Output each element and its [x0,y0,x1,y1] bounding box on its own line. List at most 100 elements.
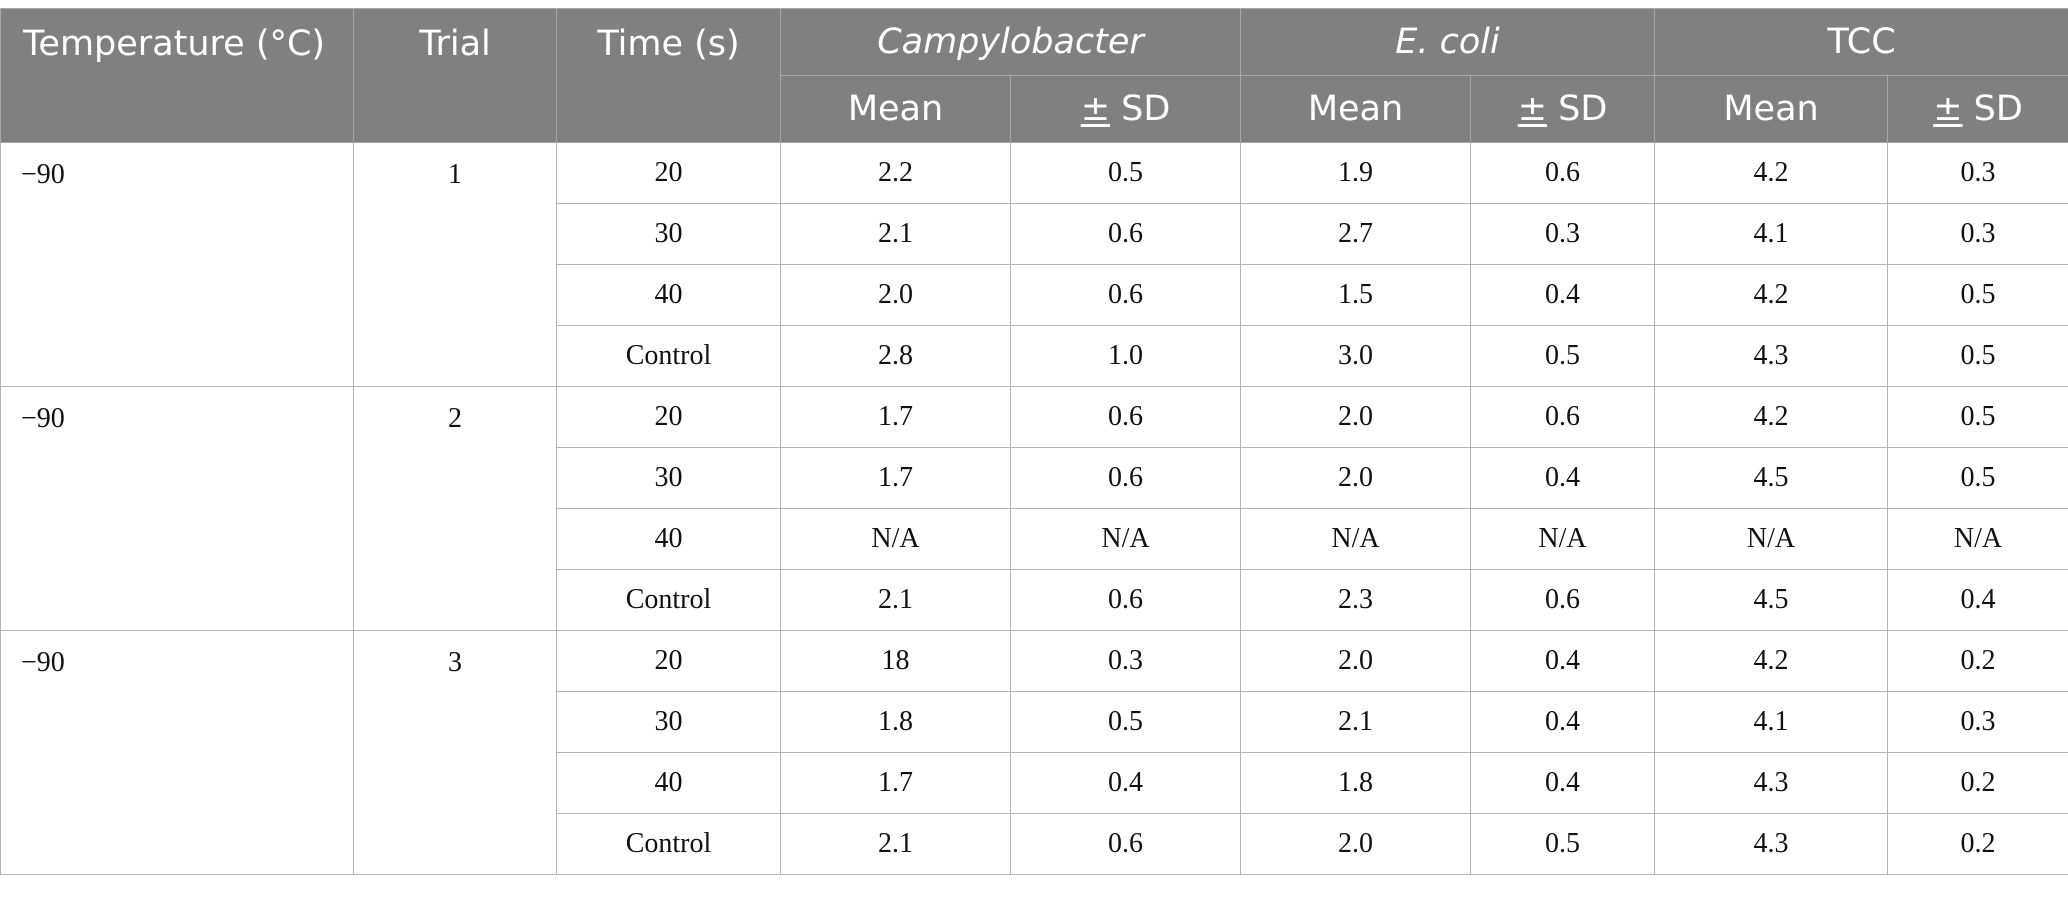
time-cell: 30 [556,691,781,753]
campylobacter-mean-cell: 1.8 [780,691,1011,753]
ecoli-mean-cell: 1.5 [1240,264,1472,326]
header-group-tcc: TCC [1654,8,2068,76]
table-header: Temperature (°C) Trial Time (s) Campylob… [0,8,2068,143]
table-row: 40 2.0 0.6 1.5 0.4 4.2 0.5 [1,264,2068,326]
ecoli-sd-cell: 0.5 [1470,813,1656,875]
header-tcc-mean: Mean [1654,75,1889,143]
ecoli-mean-cell: 2.0 [1240,447,1472,509]
tcc-sd-cell: 0.2 [1887,813,2068,875]
header-time: Time (s) [556,8,781,143]
header-group-campylobacter: Campylobacter [779,8,1242,76]
tcc-mean-cell: 4.3 [1654,813,1889,875]
plus-minus-symbol: ± [1517,89,1548,129]
tcc-sd-cell: N/A [1887,508,2068,570]
tcc-mean-cell: 4.3 [1654,752,1889,814]
header-trial: Trial [353,8,557,143]
campylobacter-mean-cell: 2.0 [780,264,1011,326]
plus-minus-symbol: ± [1933,89,1963,129]
tcc-sd-cell: 0.3 [1887,142,2068,204]
temperature-cell: −90 [0,142,354,387]
tcc-sd-cell: 0.2 [1887,752,2068,814]
table-row: 30 1.8 0.5 2.1 0.4 4.1 0.3 [1,691,2068,753]
time-cell: 30 [556,447,781,509]
campylobacter-sd-cell: 0.6 [1009,569,1242,631]
time-cell: 30 [556,203,781,265]
tcc-sd-cell: 0.5 [1887,386,2068,448]
tcc-sd-cell: 0.3 [1887,203,2068,265]
tcc-mean-cell: 4.2 [1654,386,1889,448]
ecoli-sd-cell: 0.6 [1470,142,1656,204]
tcc-sd-cell: 0.5 [1887,447,2068,509]
time-cell: Control [556,813,781,875]
time-cell: 20 [556,142,781,204]
tcc-mean-cell: 4.1 [1654,203,1889,265]
table-row: −90 3 20 18 0.3 2.0 0.4 4.2 0.2 [0,630,2068,875]
tcc-mean-cell: 4.5 [1654,569,1889,631]
header-temperature: Temperature (°C) [0,8,354,143]
table-row: 40 N/A N/A N/A N/A N/A N/A [1,508,2068,570]
table-row: Control 2.1 0.6 2.3 0.6 4.5 0.4 [1,569,2068,631]
ecoli-sd-cell: N/A [1470,508,1656,570]
ecoli-mean-cell: 2.0 [1240,630,1472,692]
ecoli-sd-cell: 0.4 [1470,691,1656,753]
header-ecoli-mean: Mean [1240,75,1472,143]
header-tcc-sd: ± SD [1887,75,2068,143]
campylobacter-sd-cell: 0.5 [1009,142,1242,204]
header-ecoli-sd: ± SD [1470,75,1656,143]
trial-cell: 3 [353,630,557,875]
temperature-cell: −90 [0,386,354,631]
campylobacter-sd-cell: 0.6 [1009,447,1242,509]
time-cell: Control [556,569,781,631]
campylobacter-mean-cell: 18 [780,630,1011,692]
table-row: 30 1.7 0.6 2.0 0.4 4.5 0.5 [1,447,2068,509]
plus-minus-symbol: ± [1080,89,1111,129]
ecoli-sd-cell: 0.4 [1470,630,1656,692]
ecoli-mean-cell: 2.0 [1240,813,1472,875]
tcc-mean-cell: 4.2 [1654,264,1889,326]
header-group-ecoli: E. coli [1240,8,1656,76]
table-row: −90 1 20 2.2 0.5 1.9 0.6 4.2 0.3 [0,142,2068,387]
campylobacter-mean-cell: N/A [780,508,1011,570]
campylobacter-sd-cell: 0.6 [1009,386,1242,448]
campylobacter-mean-cell: 2.1 [780,203,1011,265]
sd-label: SD [1962,89,2023,129]
table-body: −90 1 20 2.2 0.5 1.9 0.6 4.2 0.3 30 2.1 0.6 2.7 0.3 4.… [0,142,2068,875]
tcc-mean-cell: 4.1 [1654,691,1889,753]
time-cell: 20 [556,630,781,692]
ecoli-sd-cell: 0.5 [1470,325,1656,387]
table-row: Control 2.8 1.0 3.0 0.5 4.3 0.5 [1,325,2068,387]
table-row: −90 2 20 1.7 0.6 2.0 0.6 4.2 0.5 [0,386,2068,631]
ecoli-mean-cell: 2.7 [1240,203,1472,265]
campylobacter-sd-cell: 0.5 [1009,691,1242,753]
campylobacter-mean-cell: 2.8 [780,325,1011,387]
campylobacter-mean-cell: 1.7 [780,752,1011,814]
tcc-mean-cell: 4.5 [1654,447,1889,509]
tcc-sd-cell: 0.5 [1887,264,2068,326]
tcc-sd-cell: 0.2 [1887,630,2068,692]
header-campylobacter-sd: ± SD [1009,75,1242,143]
temperature-cell: −90 [0,630,354,875]
tcc-sd-cell: 0.3 [1887,691,2068,753]
campylobacter-sd-cell: 0.3 [1009,630,1242,692]
results-table: Temperature (°C) Trial Time (s) Campylob… [0,8,2068,875]
sd-label: SD [1110,89,1171,129]
campylobacter-mean-cell: 2.2 [780,142,1011,204]
campylobacter-sd-cell: N/A [1009,508,1242,570]
ecoli-sd-cell: 0.4 [1470,752,1656,814]
ecoli-mean-cell: 2.1 [1240,691,1472,753]
time-cell: 20 [556,386,781,448]
trial-cell: 1 [353,142,557,387]
header-campylobacter-mean: Mean [780,75,1011,143]
results-table-container: Temperature (°C) Trial Time (s) Campylob… [0,8,2068,875]
campylobacter-sd-cell: 0.4 [1009,752,1242,814]
campylobacter-sd-cell: 0.6 [1009,813,1242,875]
ecoli-mean-cell: 3.0 [1240,325,1472,387]
campylobacter-mean-cell: 1.7 [780,447,1011,509]
tcc-sd-cell: 0.4 [1887,569,2068,631]
table-row: 40 1.7 0.4 1.8 0.4 4.3 0.2 [1,752,2068,814]
time-cell: 40 [556,752,781,814]
ecoli-sd-cell: 0.3 [1470,203,1656,265]
ecoli-mean-cell: 1.8 [1240,752,1472,814]
campylobacter-sd-cell: 0.6 [1009,264,1242,326]
campylobacter-mean-cell: 2.1 [780,813,1011,875]
